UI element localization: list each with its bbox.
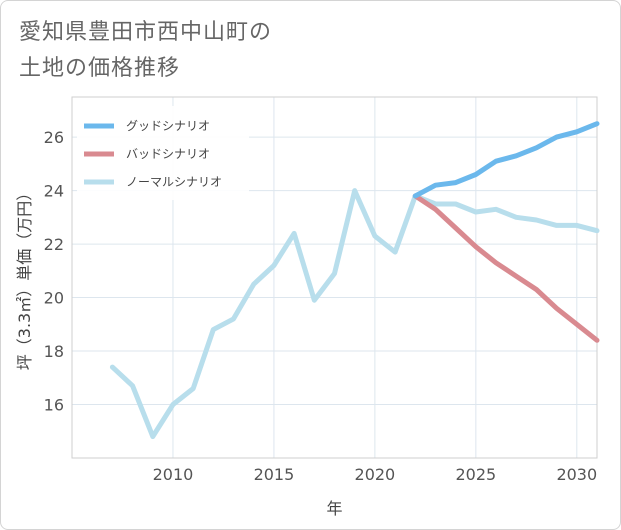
y-tick-label: 20 [44,289,64,308]
legend-label-1: グッドシナリオ [126,119,210,133]
y-axis-title: 坪（3.3㎡）単価（万円） [15,185,34,370]
x-axis-title: 年 [326,499,342,518]
y-tick-label: 18 [44,342,64,361]
x-axis-ticks: 2010 2015 2020 2025 2030 [153,465,598,484]
series-line-3 [109,188,600,440]
x-tick-label: 2010 [153,465,194,484]
x-tick-label: 2025 [455,465,496,484]
series-line-1 [412,121,600,199]
y-tick-label: 24 [44,182,64,201]
y-tick-label: 22 [44,235,64,254]
plot-area-border [71,96,598,459]
chart-title-line-1: 愛知県豊田市西中山町の [19,20,273,45]
x-tick-label: 2030 [556,465,597,484]
x-tick-label: 2020 [355,465,396,484]
legend-label-2: バッドシナリオ [126,147,210,161]
chart-title-line-2: 土地の価格推移 [19,56,181,81]
chart-title: 愛知県豊田市西中山町の 土地の価格推移 [19,15,272,87]
y-tick-label: 16 [44,396,64,415]
legend-label-3: ノーマルシナリオ [126,175,222,189]
series-layer [109,121,600,440]
x-tick-label: 2015 [254,465,295,484]
series-line-2 [412,193,600,343]
y-tick-label: 26 [44,128,64,147]
y-axis-ticks: 16 18 20 22 24 26 [44,128,64,414]
grid [72,97,597,458]
